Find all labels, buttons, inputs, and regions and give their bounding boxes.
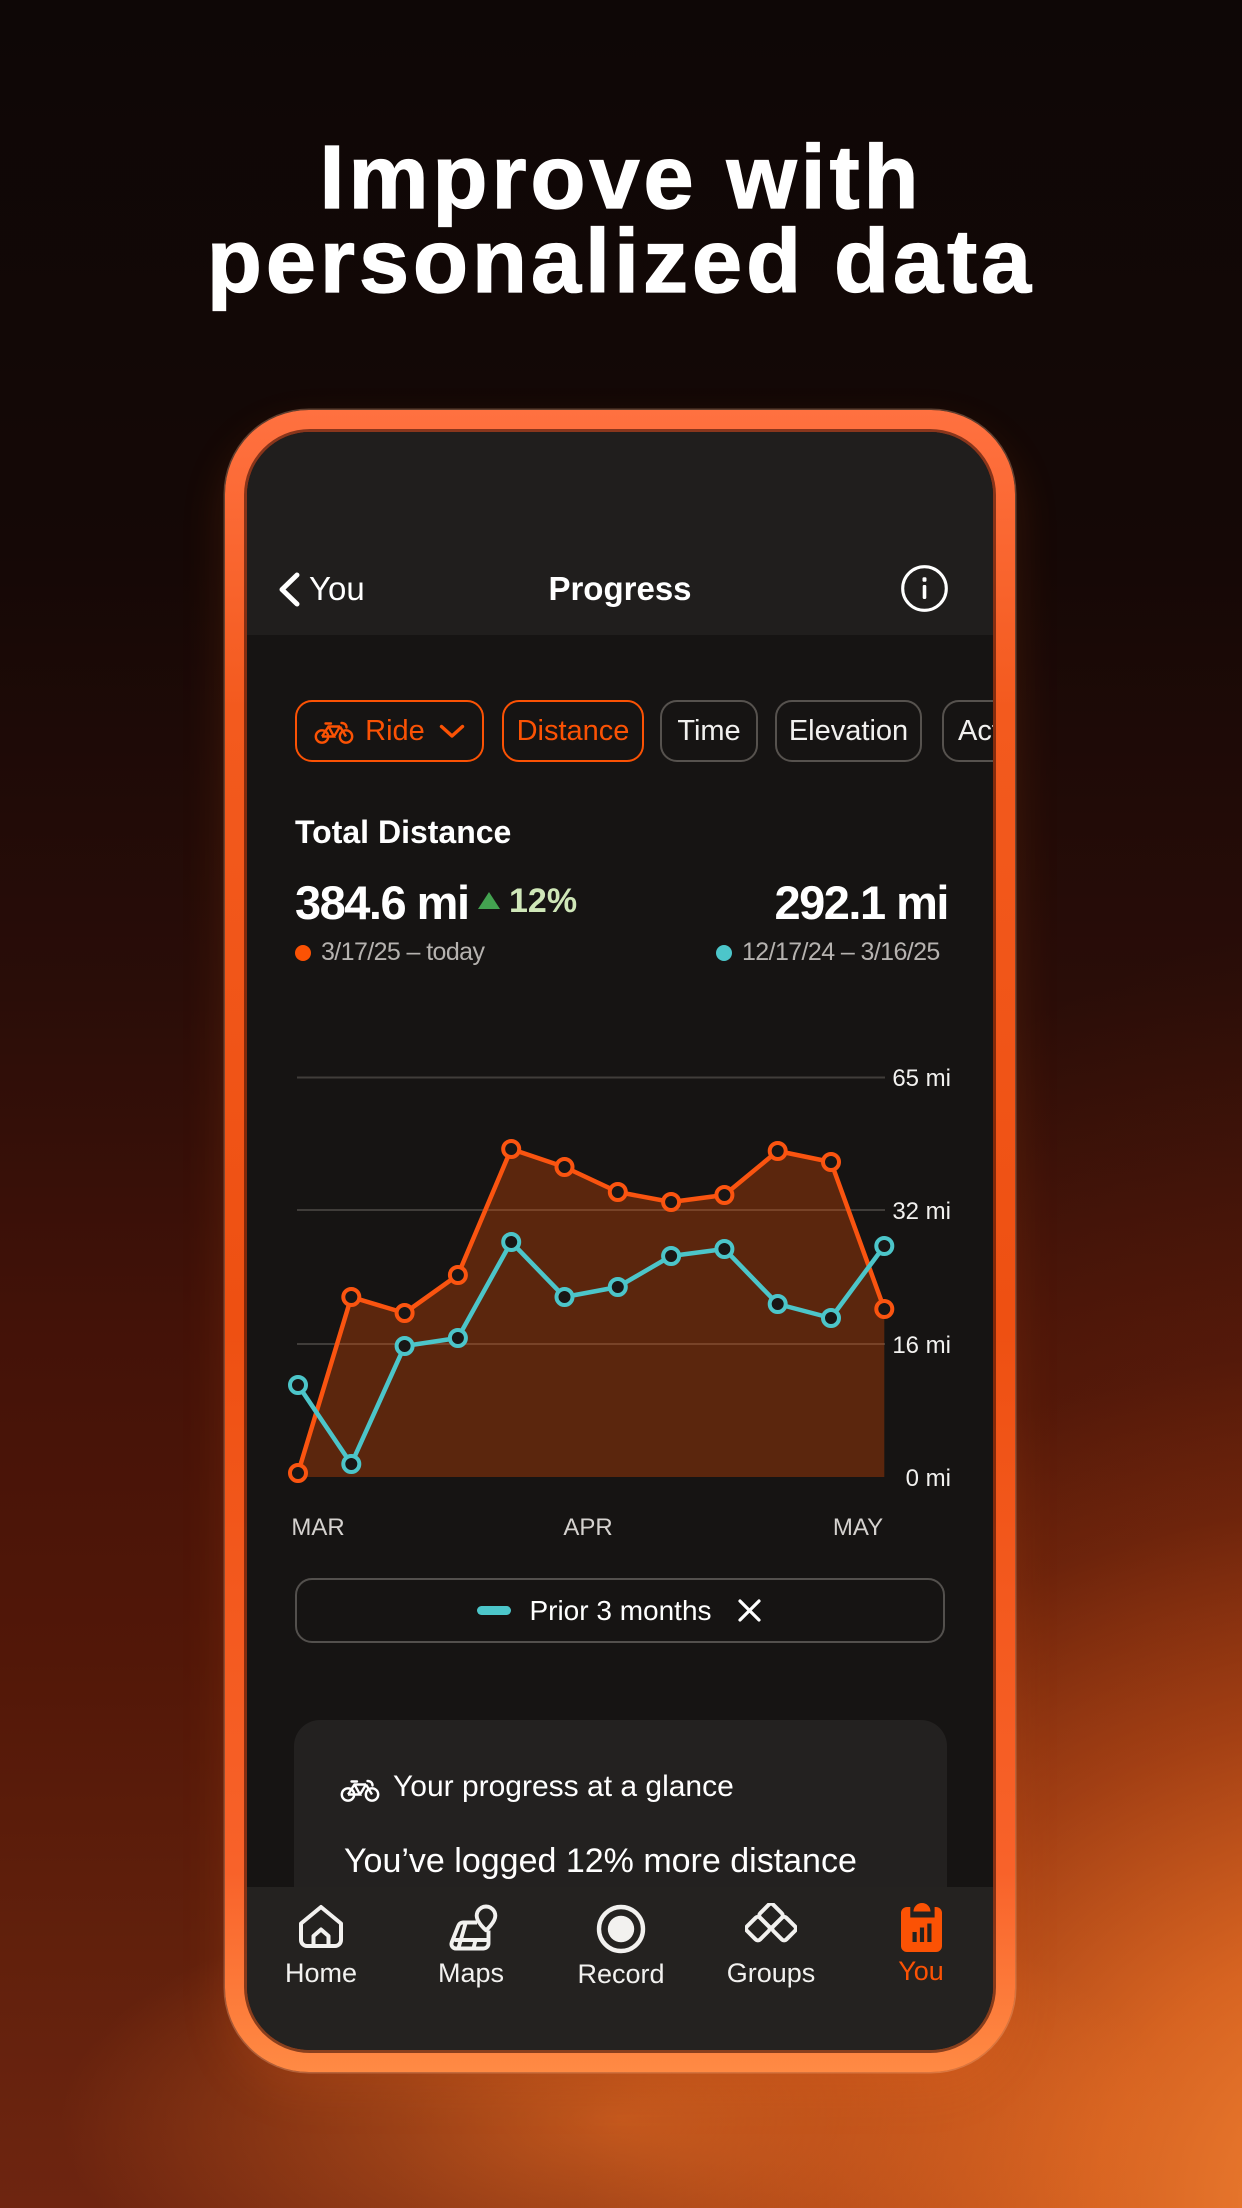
svg-text:32 mi: 32 mi xyxy=(892,1198,951,1225)
svg-text:0 mi: 0 mi xyxy=(906,1465,951,1492)
svg-text:16 mi: 16 mi xyxy=(892,1332,951,1359)
svg-text:APR: APR xyxy=(563,1514,612,1541)
svg-text:MAR: MAR xyxy=(291,1514,344,1541)
svg-text:65 mi: 65 mi xyxy=(892,1065,951,1092)
svg-text:MAY: MAY xyxy=(833,1514,883,1541)
